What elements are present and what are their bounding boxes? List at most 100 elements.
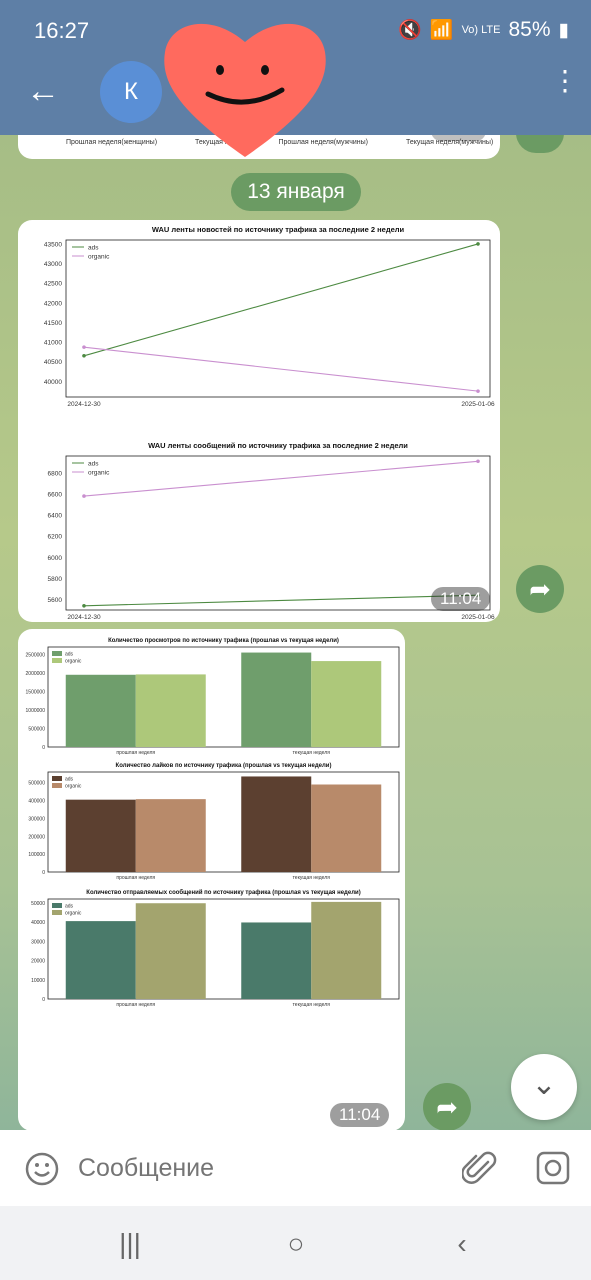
y-tick-label: 5800 xyxy=(48,576,63,583)
legend-label: ads xyxy=(65,652,74,658)
legend-label: organic xyxy=(88,470,110,477)
legend-label: ads xyxy=(88,461,99,468)
plot-frame xyxy=(47,771,400,873)
x-tick-label: прошлая неделя xyxy=(116,1002,155,1008)
y-tick-label: 40500 xyxy=(44,359,62,366)
x-tick-label: 2025-01-06 xyxy=(461,614,495,620)
status-time: 16:27 xyxy=(34,18,90,43)
y-tick-label: 6800 xyxy=(48,470,63,477)
more-options-icon[interactable]: ⋮ xyxy=(551,65,579,96)
x-tick-label: текущая неделя xyxy=(293,750,331,756)
bar-organic xyxy=(311,901,382,999)
chart-title: WAU ленты новостей по источнику трафика … xyxy=(152,225,405,234)
paperclip-icon[interactable] xyxy=(462,1150,498,1188)
series-line-ads xyxy=(83,243,479,357)
battery-icon: ▮ xyxy=(558,19,569,41)
y-tick-label: 43000 xyxy=(44,261,62,268)
home-icon[interactable]: ○ xyxy=(287,1228,305,1259)
caption: Прошлая неделя(мужчины) xyxy=(278,139,368,146)
message-time: 11:04 xyxy=(431,587,491,611)
forward-button[interactable] xyxy=(516,135,564,153)
system-nav-bar: ||| ○ ‹ xyxy=(0,1206,591,1280)
y-tick-label: 2000000 xyxy=(26,671,46,677)
messages-bar-chart: Количество отправляемых сообщений по ист… xyxy=(31,889,400,1008)
forward-icon[interactable]: ➦ xyxy=(423,1083,471,1130)
y-tick-label: 500000 xyxy=(28,781,45,787)
bar-ads xyxy=(241,922,312,999)
x-tick-label: 2024-12-30 xyxy=(67,401,101,408)
bar-organic xyxy=(135,799,206,872)
chart-image-message[interactable]: Количество просмотров по источнику трафи… xyxy=(18,629,405,1130)
plot-frame xyxy=(47,898,400,1000)
previous-chart-captions: Прошлая неделя(женщины) Текущая неде Про… xyxy=(66,139,493,146)
legend-swatch xyxy=(52,776,62,781)
y-tick-label: 1500000 xyxy=(26,689,46,695)
back-arrow-icon[interactable]: ← xyxy=(26,72,60,110)
data-point-organic xyxy=(476,459,480,464)
messages-wau-line-chart: WAU ленты сообщений по источнику трафика… xyxy=(48,441,495,620)
bar-ads xyxy=(65,799,136,872)
data-point-ads xyxy=(82,603,86,608)
caption: Текущая неделя(мужчины) xyxy=(406,139,494,146)
legend-label: organic xyxy=(65,659,82,665)
y-tick-label: 42500 xyxy=(44,281,62,288)
data-point-ads xyxy=(476,242,480,246)
recent-apps-icon[interactable]: ||| xyxy=(119,1228,141,1259)
chart-title: Количество просмотров по источнику трафи… xyxy=(108,637,339,644)
likes-bar-chart: Количество лайков по источнику трафика (… xyxy=(28,762,400,881)
bar-ads xyxy=(65,921,136,999)
emoji-icon[interactable] xyxy=(24,1151,60,1187)
chart-image-message[interactable]: WAU ленты новостей по источнику трафика … xyxy=(18,220,500,622)
legend-label: organic xyxy=(88,254,110,261)
y-tick-label: 1000000 xyxy=(26,708,46,714)
battery-level: 85% xyxy=(508,18,551,41)
y-tick-label: 0 xyxy=(42,997,45,1003)
y-tick-label: 6400 xyxy=(48,513,63,520)
bar-organic xyxy=(311,784,382,872)
legend-label: ads xyxy=(65,904,74,910)
x-tick-label: текущая неделя xyxy=(293,875,331,881)
message-time: 11:04 xyxy=(330,1103,390,1127)
forward-icon[interactable]: ➦ xyxy=(516,565,564,613)
series-line-organic xyxy=(83,346,479,392)
legend-label: ads xyxy=(65,777,74,783)
legend-swatch xyxy=(52,658,62,663)
bar-organic xyxy=(135,903,206,999)
chart-title: Количество отправляемых сообщений по ист… xyxy=(86,889,360,896)
scroll-down-button[interactable]: ⌄ xyxy=(511,1054,577,1120)
plot-frame xyxy=(65,239,491,398)
y-tick-label: 5600 xyxy=(48,597,63,604)
legend-label: ads xyxy=(88,245,99,252)
bar-ads xyxy=(241,776,312,872)
views-bar-chart: Количество просмотров по источнику трафи… xyxy=(26,637,400,756)
x-tick-label: 2025-01-06 xyxy=(461,401,495,408)
x-tick-label: прошлая неделя xyxy=(116,875,155,881)
data-point-organic xyxy=(82,494,86,498)
y-tick-label: 42000 xyxy=(44,300,62,307)
y-tick-label: 0 xyxy=(42,745,45,751)
message-time: 11:05 xyxy=(431,135,486,141)
y-tick-label: 200000 xyxy=(28,834,45,840)
legend-label: organic xyxy=(65,784,82,790)
y-tick-label: 10000 xyxy=(31,978,45,984)
back-nav-icon[interactable]: ‹ xyxy=(457,1228,467,1259)
wifi-icon: 📶 xyxy=(429,20,454,41)
message-input[interactable] xyxy=(78,1154,438,1183)
bar-ads xyxy=(65,674,136,747)
y-tick-label: 41000 xyxy=(44,340,62,347)
bar-ads xyxy=(241,652,312,747)
x-tick-label: 2024-12-30 xyxy=(67,614,101,620)
y-tick-label: 6200 xyxy=(48,534,63,541)
avatar[interactable]: К xyxy=(100,61,162,123)
x-tick-label: текущая неделя xyxy=(293,1002,331,1008)
legend-swatch xyxy=(52,651,62,656)
chat-area[interactable]: Прошлая неделя(женщины) Текущая неде Про… xyxy=(0,135,591,1130)
y-tick-label: 300000 xyxy=(28,816,45,822)
camera-icon[interactable] xyxy=(535,1150,571,1186)
y-tick-label: 0 xyxy=(42,870,45,876)
y-tick-label: 50000 xyxy=(31,901,45,907)
x-tick-label: прошлая неделя xyxy=(116,750,155,756)
plot-frame xyxy=(65,455,491,611)
y-tick-label: 6600 xyxy=(48,491,63,498)
data-point-organic xyxy=(476,389,480,393)
